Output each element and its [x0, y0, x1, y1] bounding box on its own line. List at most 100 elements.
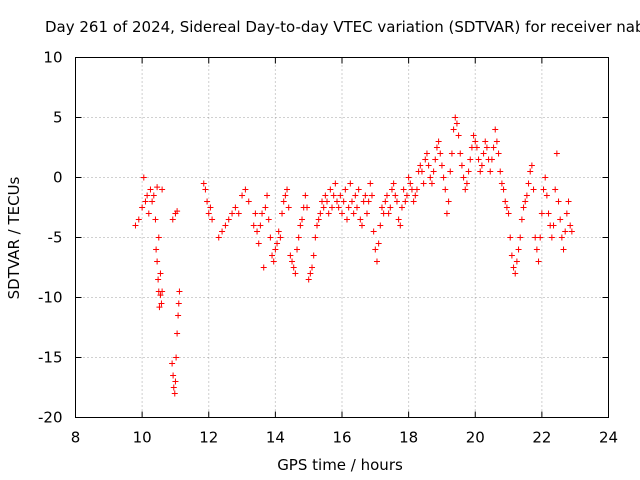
- data-point: [289, 258, 296, 265]
- data-point: [225, 216, 232, 223]
- data-point: [517, 234, 524, 241]
- data-point: [545, 210, 552, 217]
- data-point: [325, 210, 332, 217]
- data-point: [528, 162, 535, 169]
- data-point: [139, 204, 146, 211]
- data-point: [358, 222, 365, 229]
- data-point: [294, 246, 301, 253]
- data-point: [482, 138, 489, 145]
- y-tick-label: -5: [48, 229, 63, 247]
- data-point: [375, 240, 382, 247]
- data-point: [332, 180, 339, 187]
- x-tick-label: 8: [71, 429, 81, 447]
- data-point: [550, 222, 557, 229]
- data-point: [348, 198, 355, 205]
- data-point: [272, 246, 279, 253]
- data-point: [535, 258, 542, 265]
- data-point: [520, 204, 527, 211]
- data-point: [310, 252, 317, 259]
- data-point: [472, 138, 479, 145]
- data-point: [265, 216, 272, 223]
- data-point: [560, 246, 567, 253]
- data-point: [140, 174, 147, 181]
- data-point: [317, 210, 324, 217]
- data-point: [355, 186, 362, 193]
- data-point: [538, 210, 545, 217]
- data-point: [152, 216, 159, 223]
- data-point: [410, 198, 417, 205]
- data-point: [412, 192, 419, 199]
- data-point: [398, 204, 405, 211]
- data-point: [170, 372, 177, 379]
- data-point: [430, 168, 437, 175]
- data-point: [387, 204, 394, 211]
- data-point: [473, 144, 480, 151]
- data-point: [413, 186, 420, 193]
- data-point: [324, 198, 331, 205]
- data-point: [562, 228, 569, 235]
- data-point: [149, 198, 156, 205]
- y-tick-label: 5: [53, 109, 63, 127]
- data-point: [513, 258, 520, 265]
- data-point: [437, 150, 444, 157]
- data-point: [270, 258, 277, 265]
- data-point: [159, 288, 166, 295]
- data-point: [447, 168, 454, 175]
- data-point: [460, 174, 467, 181]
- data-point: [357, 216, 364, 223]
- data-point: [405, 174, 412, 181]
- data-point: [153, 246, 160, 253]
- data-point: [267, 234, 274, 241]
- data-point: [480, 150, 487, 157]
- data-point: [290, 264, 297, 271]
- data-point: [518, 216, 525, 223]
- data-point: [420, 180, 427, 187]
- data-point: [425, 162, 432, 169]
- data-point: [202, 186, 209, 193]
- data-point: [363, 210, 370, 217]
- data-point: [353, 204, 360, 211]
- data-point: [279, 210, 286, 217]
- grid: [75, 57, 609, 418]
- x-tick-label: 24: [599, 429, 618, 447]
- data-point: [417, 162, 424, 169]
- data-point: [144, 192, 151, 199]
- x-axis-label: GPS time / hours: [277, 456, 403, 474]
- data-point: [555, 198, 562, 205]
- data-point: [563, 210, 570, 217]
- data-point: [385, 210, 392, 217]
- x-tick-label: 20: [466, 429, 485, 447]
- data-point: [505, 210, 512, 217]
- data-point: [440, 174, 447, 181]
- data-point: [347, 180, 354, 187]
- data-point: [345, 204, 352, 211]
- data-point: [173, 354, 180, 361]
- data-point: [418, 168, 425, 175]
- data-point: [147, 186, 154, 193]
- data-point: [457, 150, 464, 157]
- data-point: [407, 180, 414, 187]
- data-point: [275, 228, 282, 235]
- data-point: [287, 252, 294, 259]
- data-point: [309, 264, 316, 271]
- x-tick-label: 10: [133, 429, 152, 447]
- data-point: [171, 390, 178, 397]
- data-point: [483, 144, 490, 151]
- data-point: [540, 186, 547, 193]
- data-point: [373, 258, 380, 265]
- data-point: [427, 174, 434, 181]
- data-point: [503, 204, 510, 211]
- data-point: [533, 246, 540, 253]
- data-point: [462, 186, 469, 193]
- data-point: [169, 216, 176, 223]
- data-point: [135, 216, 142, 223]
- data-point: [525, 180, 532, 187]
- data-point: [497, 168, 504, 175]
- y-tick-label: -15: [38, 349, 63, 367]
- data-point: [423, 150, 430, 157]
- data-point: [382, 198, 389, 205]
- data-point: [304, 204, 311, 211]
- data-point: [158, 300, 165, 307]
- data-point: [337, 192, 344, 199]
- data-point: [428, 180, 435, 187]
